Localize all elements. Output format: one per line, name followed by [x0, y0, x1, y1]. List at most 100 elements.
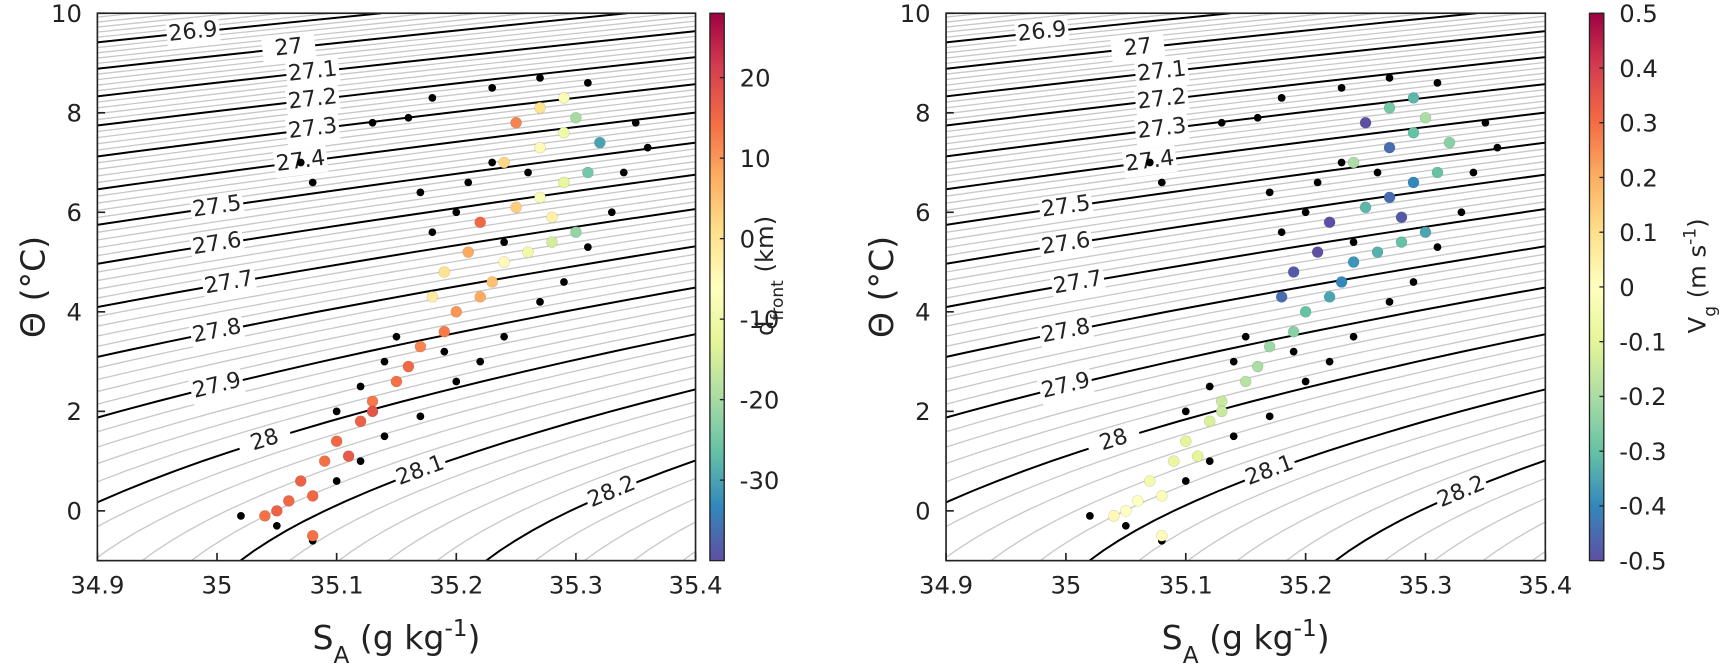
background-point	[1457, 208, 1466, 217]
contour-label-group: 28.2	[582, 469, 642, 515]
data-point	[438, 325, 451, 338]
background-point	[500, 238, 508, 247]
contour-label: 27.7	[1051, 266, 1104, 299]
background-point	[1289, 347, 1298, 356]
background-point	[1217, 118, 1226, 127]
contour-label-group: 26.9	[1014, 16, 1070, 49]
background-point	[1337, 158, 1346, 167]
colorbar-label-part: front	[768, 280, 788, 321]
background-point	[237, 511, 245, 520]
data-point	[582, 166, 594, 179]
data-point	[558, 92, 570, 104]
background-point	[428, 93, 437, 102]
colorbar-tick-label: -20	[740, 385, 780, 414]
background-point	[1229, 357, 1238, 366]
colorbar-tick-label: 0.2	[1619, 163, 1658, 192]
data-point	[426, 291, 439, 303]
background-point	[607, 208, 616, 217]
isopycnal	[485, 459, 696, 561]
data-point	[259, 510, 271, 522]
data-point	[1443, 136, 1456, 149]
minor-isopycnal	[946, 343, 1546, 528]
x-tick-label: 35.3	[1398, 571, 1452, 600]
x-axis-label-part: )	[1317, 618, 1330, 657]
colorbar-label-part: (m s	[1682, 245, 1711, 306]
background-point	[1181, 407, 1190, 416]
background-point	[1433, 79, 1442, 87]
contour-label-group: 27.2	[1133, 83, 1190, 117]
contour-label-group: 27	[261, 32, 317, 65]
contour-label-bg	[1240, 449, 1300, 493]
minor-isopycnal	[946, 230, 1546, 337]
contour-label-bg	[1084, 420, 1144, 462]
background-point	[560, 278, 568, 286]
minor-isopycnal	[946, 304, 1546, 448]
minor-isopycnal	[97, 230, 696, 337]
isopycnal	[97, 333, 696, 504]
minor-isopycnal	[190, 376, 696, 561]
x-axis-label-part: A	[1183, 641, 1199, 668]
minor-isopycnal	[1138, 401, 1546, 561]
data-point	[1251, 360, 1264, 373]
contour-label: 27.7	[203, 266, 256, 299]
background-point	[536, 298, 544, 306]
background-point	[332, 407, 341, 416]
background-point	[380, 432, 389, 441]
data-point	[1431, 166, 1444, 179]
background-point	[1385, 74, 1394, 82]
x-tick-label: 34.9	[919, 571, 973, 600]
minor-isopycnal	[1321, 13, 1731, 560]
background-point	[356, 457, 365, 465]
y-axis-label: Θ (°C)	[862, 236, 901, 338]
data-point	[294, 475, 307, 487]
minor-isopycnal	[289, 401, 696, 561]
minor-isopycnal	[97, 343, 696, 528]
minor-isopycnal	[97, 261, 696, 381]
minor-isopycnal	[946, 323, 1546, 483]
background-point	[1337, 84, 1346, 92]
minor-isopycnal	[97, 237, 696, 347]
data-point	[330, 435, 343, 448]
minor-isopycnal	[97, 20, 696, 86]
data-point	[1371, 246, 1384, 258]
contour-label-group: 27.5	[188, 190, 246, 225]
axes-frame	[96, 12, 697, 562]
data-point	[1347, 256, 1360, 268]
contour-label-group: 27.7	[1049, 265, 1107, 301]
minor-isopycnal	[97, 72, 696, 145]
background-point	[464, 178, 473, 187]
data-point	[1299, 306, 1312, 318]
colorbar-tick-label: 0.3	[1619, 109, 1658, 138]
colorbar-tick-label: -0.2	[1619, 382, 1666, 411]
y-tick-label: 8	[66, 99, 81, 128]
contour-label-group: 27.1	[284, 55, 341, 89]
data-point	[546, 236, 558, 248]
colorbar-label-part: d	[750, 321, 779, 336]
background-point	[452, 208, 461, 217]
x-tick-label: 34.9	[70, 571, 124, 600]
data-point	[1323, 291, 1336, 303]
background-point	[488, 158, 497, 167]
contour-label-bg	[261, 32, 317, 65]
x-axis-label: SA (g kg-1)	[312, 614, 480, 668]
data-point	[522, 246, 534, 258]
minor-isopycnal	[97, 215, 696, 318]
data-point	[474, 216, 486, 229]
x-tick-label: 35.4	[669, 571, 723, 600]
minor-isopycnal	[97, 253, 696, 369]
background-point	[1301, 377, 1310, 386]
background-point	[356, 382, 365, 391]
contour-label: 27.9	[1039, 368, 1093, 404]
minor-isopycnal	[1187, 414, 1546, 561]
data-point	[1359, 116, 1372, 129]
colorbar-label-part: )	[1682, 218, 1711, 227]
x-axis-label-part: )	[468, 618, 481, 657]
background-point	[392, 332, 401, 341]
contour-label-bg	[1133, 83, 1190, 117]
colorbar-tick-label: -10	[740, 305, 780, 334]
data-point	[1156, 490, 1168, 502]
minor-isopycnal	[97, 323, 696, 483]
colorbar-tick-label: 0.5	[1619, 0, 1658, 28]
contour-label-bg	[1431, 469, 1491, 515]
